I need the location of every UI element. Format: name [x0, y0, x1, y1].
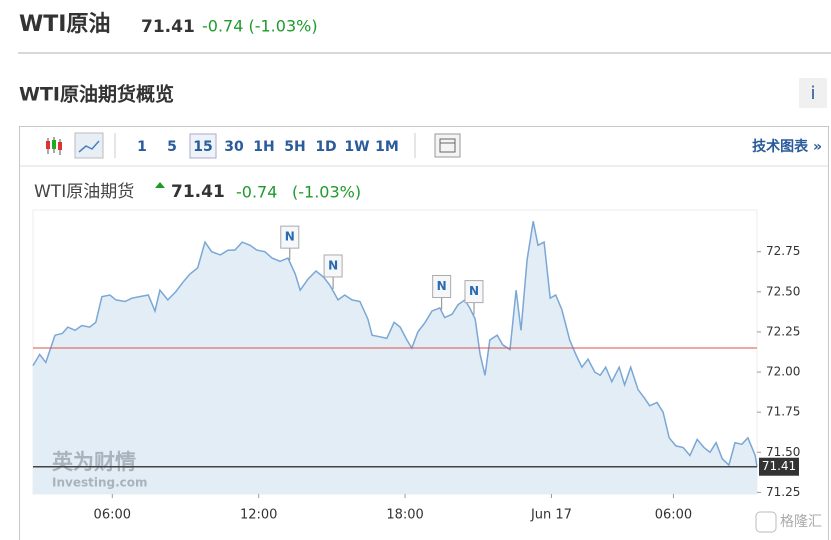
- news-label[interactable]: N: [437, 279, 447, 293]
- watermark-en: Investing.com: [52, 476, 148, 490]
- last-price-tag: [759, 457, 799, 476]
- y-tick-label: 72.00: [766, 365, 800, 379]
- interval-button[interactable]: 1M: [375, 139, 399, 155]
- instrument-name: WTI原油: [19, 12, 110, 37]
- x-tick-label: 18:00: [386, 508, 423, 523]
- table-icon[interactable]: [434, 133, 461, 158]
- price-line: [32, 221, 758, 467]
- interval-button[interactable]: 1: [137, 139, 147, 155]
- news-marker[interactable]: [432, 274, 452, 298]
- news-label[interactable]: N: [469, 284, 479, 298]
- candle-icon[interactable]: [46, 137, 62, 155]
- info-button[interactable]: [799, 78, 827, 108]
- y-tick-label: 72.25: [766, 324, 800, 338]
- x-tick-label: 06:00: [94, 508, 131, 523]
- footer-logo: 格隆汇: [780, 514, 822, 530]
- y-tick-label: 72.50: [766, 284, 800, 298]
- x-tick-label: Jun 17: [530, 508, 572, 523]
- info-icon[interactable]: i: [810, 83, 815, 104]
- header-change: -0.74 (-1.03%): [202, 17, 318, 36]
- area-icon-line: [78, 140, 100, 153]
- legend-change-pct: (-1.03%): [292, 183, 361, 202]
- news-marker[interactable]: [464, 280, 484, 304]
- header-price: 71.41: [141, 17, 195, 37]
- watermark-cn: 英为财情: [52, 450, 136, 474]
- legend-price: 71.41: [171, 182, 225, 202]
- y-tick-label: 71.50: [766, 445, 800, 459]
- area-icon[interactable]: [74, 132, 104, 159]
- price-area: [33, 221, 757, 494]
- news-marker[interactable]: [323, 254, 343, 278]
- y-tick-label: 71.25: [766, 485, 800, 499]
- interval-button[interactable]: 30: [224, 139, 244, 155]
- interval-button[interactable]: 1W: [344, 139, 369, 155]
- y-tick-label: 72.75: [766, 244, 800, 258]
- x-tick-label: 06:00: [655, 508, 692, 523]
- interval-active[interactable]: [189, 133, 217, 159]
- news-marker[interactable]: [280, 225, 300, 249]
- last-price-label: 71.41: [762, 459, 796, 473]
- y-tick-label: 71.75: [766, 405, 800, 419]
- interval-button[interactable]: 5H: [284, 139, 305, 155]
- technical-chart-link[interactable]: 技术图表 »: [752, 138, 822, 155]
- news-label[interactable]: N: [328, 258, 338, 272]
- legend-change: -0.74: [236, 183, 277, 202]
- interval-button[interactable]: 5: [167, 139, 177, 155]
- section-title: WTI原油期货概览: [19, 83, 174, 106]
- legend-name: WTI原油期货: [34, 182, 134, 202]
- interval-button[interactable]: 1D: [315, 139, 336, 155]
- interval-button[interactable]: 1H: [253, 139, 274, 155]
- up-arrow: [155, 182, 165, 188]
- interval-button[interactable]: 15: [193, 139, 212, 155]
- footer-logo-icon: [755, 511, 777, 533]
- news-label[interactable]: N: [285, 230, 295, 244]
- x-tick-label: 12:00: [240, 508, 277, 523]
- table-icon-inner: [439, 138, 456, 153]
